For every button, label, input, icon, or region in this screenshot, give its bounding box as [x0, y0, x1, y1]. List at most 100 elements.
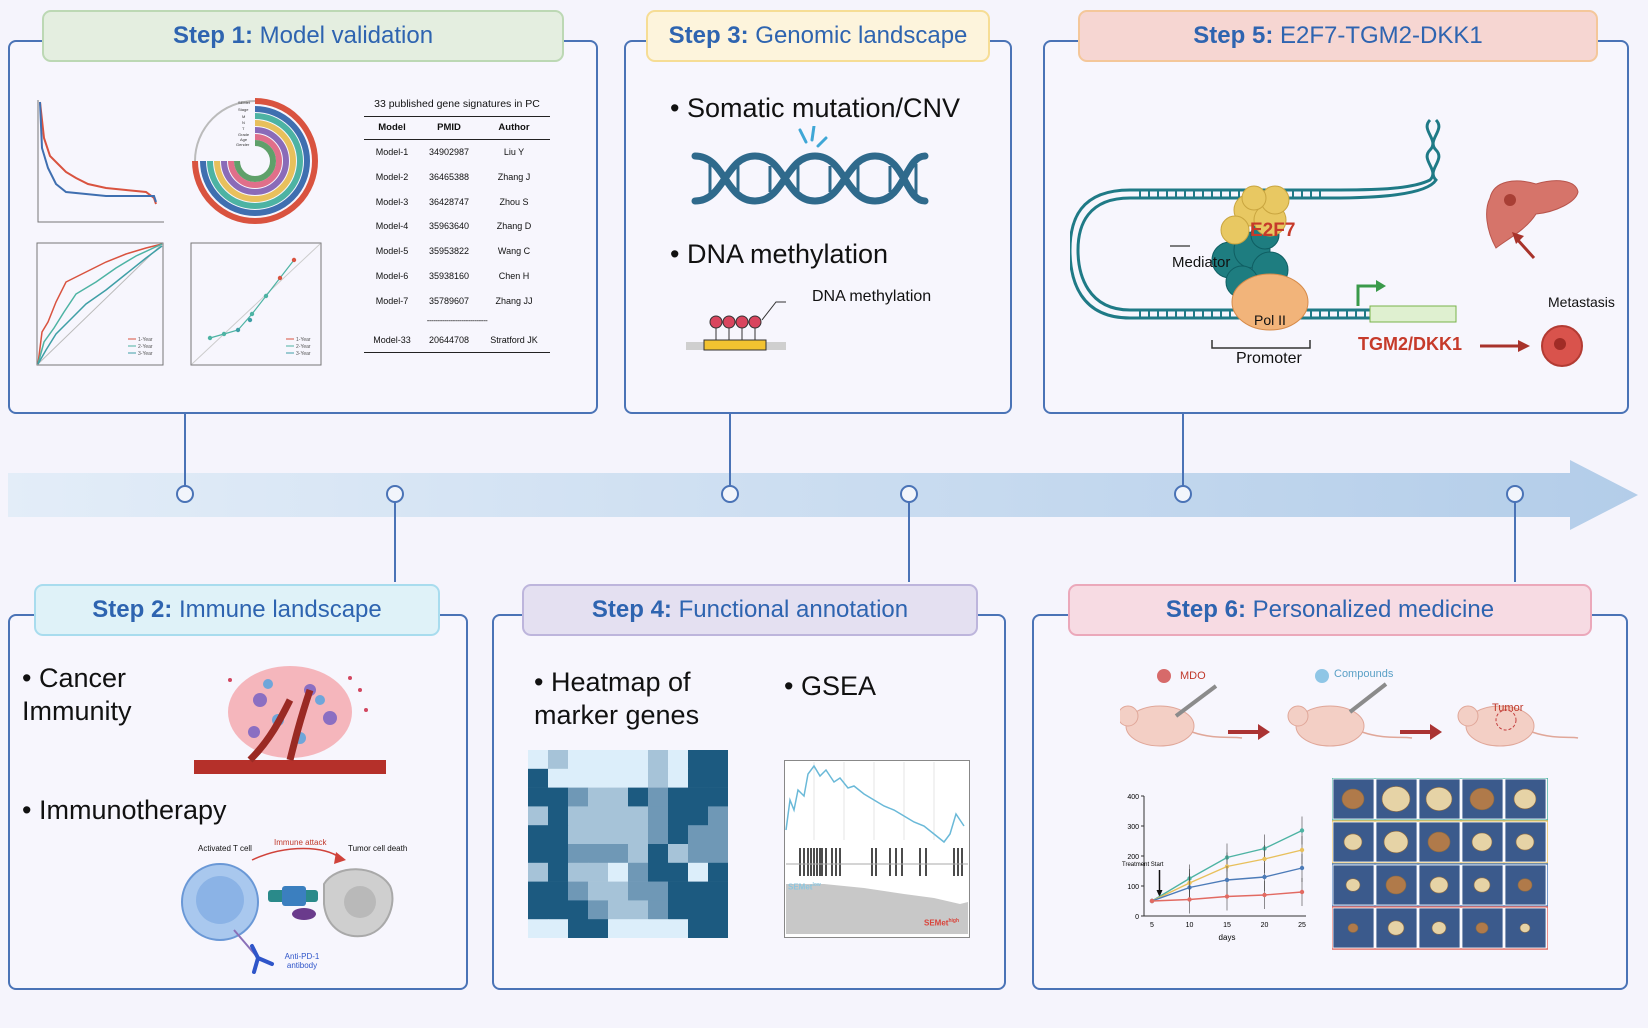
roc-legend: 1-Year	[138, 337, 153, 343]
pol-ii-label: Pol II	[1254, 312, 1286, 328]
mediator-label: Mediator	[1172, 254, 1231, 271]
compounds-label: Compounds	[1334, 668, 1394, 680]
heatmap-cell	[628, 844, 649, 864]
heatmap-cell	[688, 900, 709, 920]
data-point	[1299, 889, 1305, 895]
cell-author: Zhang J	[497, 171, 531, 182]
cell-model: Model-7	[375, 295, 409, 306]
heatmap-cell	[528, 844, 549, 864]
cell-model: Model-33	[373, 334, 411, 345]
step3-prefix: Step 3:	[668, 22, 749, 49]
immunotherapy-graphic	[181, 847, 394, 974]
heatmap-cell	[568, 844, 589, 864]
cell-author: Zhang D	[496, 221, 532, 232]
step1-title-text: Model validation	[259, 22, 434, 49]
heatmap-cell	[668, 862, 689, 882]
heatmap-cell	[668, 787, 689, 807]
promoter-label: Promoter	[1236, 350, 1302, 367]
step2-title-text: Immune landscape	[178, 596, 382, 623]
circ-label: T	[242, 126, 245, 131]
heatmap-cell	[668, 750, 689, 770]
cell-author: Stratford JK	[490, 334, 538, 345]
heatmap-cell	[568, 862, 589, 882]
heatmap-cell	[568, 919, 589, 938]
heatmap-cell	[568, 825, 589, 845]
heatmap-cell	[568, 787, 589, 807]
heatmap-cell	[668, 844, 689, 864]
heatmap-cell	[628, 806, 649, 826]
table-ellipsis: ----------------------------	[426, 315, 488, 325]
step6-title: Step 6: Personalized medicine	[1068, 584, 1592, 636]
circ-label: Stage	[238, 107, 249, 112]
cell-author: Liu Y	[503, 147, 525, 157]
data-point	[1262, 874, 1267, 880]
treatment-start-label: Treatment Start	[1122, 862, 1164, 868]
gsea-low-text: SEMet	[788, 882, 813, 892]
heatmap-cell	[608, 768, 629, 788]
marker-gene-heatmap	[528, 750, 728, 938]
heatmap-cell	[568, 900, 589, 920]
table-row: Model-6 35938160 Chen H	[364, 264, 550, 289]
mouse-workflow-graphic	[1120, 669, 1579, 747]
data-point	[1299, 865, 1305, 871]
cell-pmid: 20644708	[428, 334, 470, 345]
heatmap-cell	[548, 825, 569, 845]
heatmap-cell	[708, 787, 728, 807]
heatmap-cell	[628, 825, 649, 845]
heatmap-cell	[528, 919, 549, 938]
heatmap-cell	[608, 919, 629, 938]
step2-prefix: Step 2:	[92, 596, 173, 623]
step5-title: Step 5: E2F7-TGM2-DKK1	[1078, 10, 1598, 62]
step5-prefix: Step 5:	[1193, 22, 1274, 49]
transcription-diagram	[1070, 118, 1457, 349]
cell-pmid: 35963640	[428, 221, 470, 232]
heatmap-cell	[528, 768, 549, 788]
heatmap-cell	[688, 844, 709, 864]
step6-prefix: Step 6:	[1165, 596, 1246, 623]
heatmap-cell	[628, 919, 649, 938]
bullet-somatic-mutation: • Somatic mutation/CNV	[670, 93, 961, 123]
calib-legend: 2-Year	[296, 344, 311, 350]
heatmap-cell	[608, 787, 629, 807]
activated-t-cell-label: Activated T cell	[198, 844, 252, 853]
heatmap-cell	[688, 881, 709, 901]
heatmap-cell	[708, 844, 728, 864]
heatmap-cell	[688, 825, 709, 845]
tumor-label: Tumor	[1492, 702, 1524, 714]
data-point	[1299, 828, 1305, 833]
heatmap-cell	[648, 900, 669, 920]
cell-pmid: 35938160	[428, 270, 470, 281]
heatmap-cell	[528, 862, 549, 882]
x-tick-label: 5	[1150, 922, 1154, 929]
heatmap-cell	[668, 806, 689, 826]
tumor-photo-grid	[1332, 778, 1548, 950]
cell-model: Model-2	[375, 171, 409, 182]
calib-legend: 1-Year	[296, 337, 311, 343]
heatmap-cell	[568, 806, 589, 826]
cell-pmid: 36428747	[428, 196, 470, 207]
y-tick-label: 300	[1127, 824, 1139, 831]
table-row: Model-2 36465388 Zhang J	[364, 165, 550, 190]
heatmap-cell	[608, 844, 629, 864]
heatmap-cell	[668, 768, 689, 788]
step4-title: Step 4: Functional annotation	[522, 584, 978, 636]
step1-title: Step 1: Model validation	[42, 10, 564, 62]
heatmap-cell	[628, 768, 649, 788]
heatmap-cell	[588, 919, 609, 938]
bullet-dna-methylation: • DNA methylation	[670, 239, 889, 269]
tumor-growth-chart: 0 100 200 300 400 5 10 15 20 25 days Treatment Star…	[1122, 794, 1306, 942]
heatmap-cell	[608, 825, 629, 845]
cell-author: Chen H	[498, 270, 530, 281]
target-gene-label: TGM2/DKK1	[1358, 334, 1463, 354]
heatmap-cell	[588, 900, 609, 920]
heatmap-cell	[688, 787, 709, 807]
col-model: Model	[378, 122, 406, 133]
heatmap-cell	[568, 881, 589, 901]
table-row: Model-3 36428747 Zhou S	[364, 190, 550, 215]
e2f7-label: E2F7	[1250, 220, 1296, 241]
step5-title-text: E2F7-TGM2-DKK1	[1279, 22, 1483, 49]
roc-legend: 2-Year	[138, 344, 153, 350]
heatmap-cell	[688, 750, 709, 770]
methylation-label: DNA methylation	[812, 288, 932, 305]
